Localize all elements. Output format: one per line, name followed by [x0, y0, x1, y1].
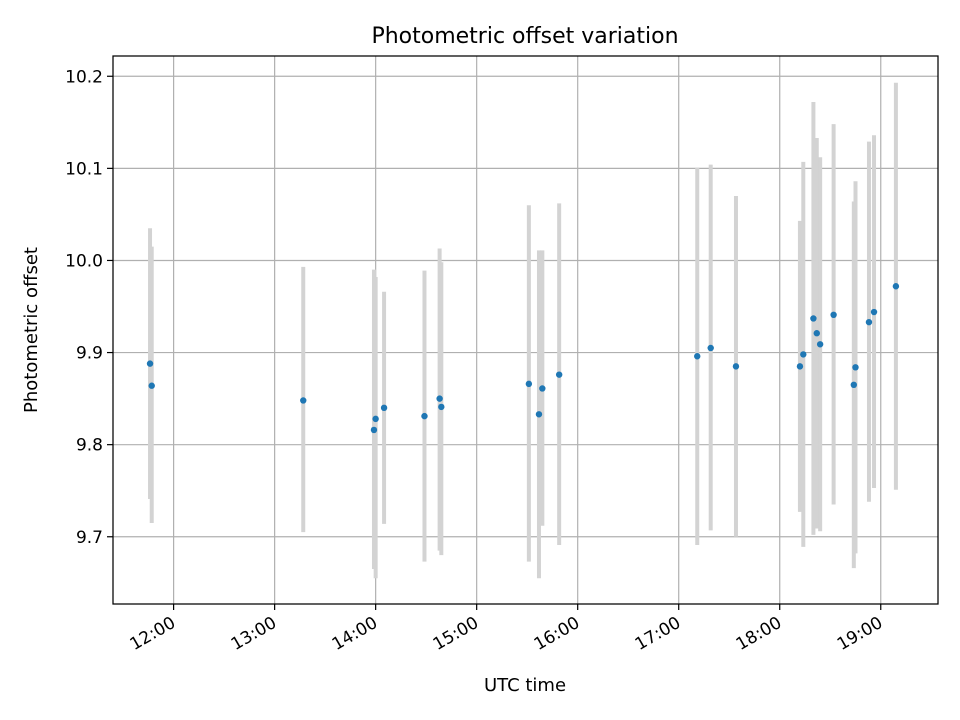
data-point — [813, 330, 820, 337]
data-point — [810, 315, 817, 322]
data-point — [870, 308, 878, 316]
x-axis-label: UTC time — [484, 675, 566, 696]
data-point — [830, 311, 837, 319]
data-point — [694, 353, 701, 360]
y-tick-label: 10.1 — [65, 159, 103, 179]
data-point — [732, 363, 740, 370]
data-point — [800, 351, 807, 358]
data-point — [707, 344, 714, 352]
data-point — [148, 382, 155, 389]
y-axis-ticks: 9.7 9.8 9.9 10.0 10.1 10.2 — [65, 67, 113, 548]
y-tick-label: 9.7 — [76, 528, 103, 548]
data-points — [146, 283, 900, 434]
data-point — [146, 360, 154, 367]
data-point — [535, 411, 543, 418]
data-point — [555, 371, 563, 378]
chart-title: Photometric offset variation — [371, 24, 678, 49]
data-point — [370, 426, 378, 434]
y-tick-label: 9.9 — [76, 344, 103, 364]
y-axis-label: Photometric offset — [21, 247, 42, 413]
data-point — [372, 415, 379, 423]
data-point — [852, 364, 859, 371]
data-point — [436, 395, 443, 402]
y-tick-label: 10.0 — [65, 251, 103, 271]
data-point — [796, 363, 804, 370]
data-point — [865, 318, 873, 326]
grid — [113, 56, 938, 604]
data-point — [380, 404, 388, 412]
y-tick-label: 9.8 — [76, 436, 103, 456]
data-point — [421, 412, 428, 420]
data-point — [300, 397, 307, 404]
data-point — [438, 403, 445, 411]
data-point — [892, 283, 900, 290]
y-tick-label: 10.2 — [65, 67, 103, 87]
data-point — [539, 385, 546, 392]
data-point — [525, 380, 533, 388]
data-point — [850, 381, 858, 388]
data-point — [816, 341, 824, 348]
plot-frame — [112, 55, 939, 605]
